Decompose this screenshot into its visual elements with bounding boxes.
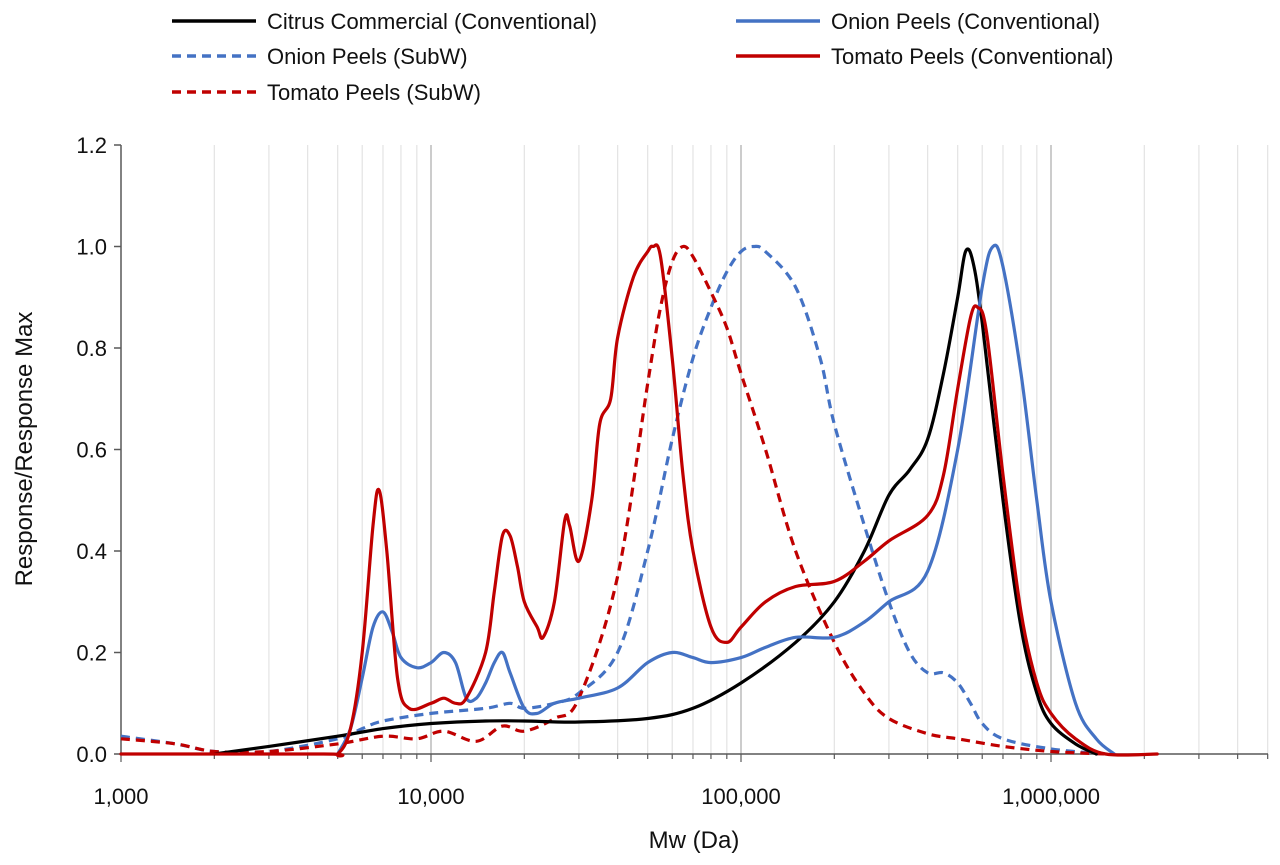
axes: [120, 145, 1268, 755]
y-tick-label: 1.2: [76, 133, 107, 158]
legend: Citrus Commercial (Conventional) Onion Pe…: [172, 9, 1113, 105]
x-axis-title: Mw (Da): [649, 827, 740, 854]
y-tick-label: 0.8: [76, 336, 107, 361]
legend-label-tomato-peels-conventional: Tomato Peels (Conventional): [831, 44, 1113, 69]
series-line-tomato-peels-conventional: [119, 243, 1159, 758]
y-axis-ticks: 0.0 0.2 0.4 0.6 0.8 1.0 1.2: [76, 133, 121, 767]
legend-label-tomato-peels-subw: Tomato Peels (SubW): [267, 80, 481, 105]
legend-label-citrus-commercial-conventional: Citrus Commercial (Conventional): [267, 9, 597, 34]
series-lines: [119, 243, 1159, 758]
x-tick-label: 1,000,000: [1002, 784, 1100, 809]
y-axis-title: Response/Response Max: [11, 312, 38, 587]
y-tick-label: 1.0: [76, 235, 107, 260]
series-line-tomato-peels-subw: [120, 244, 1106, 756]
x-tick-label: 100,000: [701, 784, 781, 809]
x-tick-label: 1,000: [93, 784, 148, 809]
legend-label-onion-peels-conventional: Onion Peels (Conventional): [831, 9, 1100, 34]
y-tick-label: 0.2: [76, 641, 107, 666]
grid-lines: [213, 145, 1269, 754]
legend-label-onion-peels-subw: Onion Peels (SubW): [267, 44, 468, 69]
x-tick-label: 10,000: [397, 784, 464, 809]
y-tick-label: 0.0: [76, 742, 107, 767]
series-line-citrus-commercial-conventional: [212, 247, 1098, 756]
x-axis-ticks: 1,000 10,000 100,000 1,000,000: [93, 754, 1269, 809]
series-line-onion-peels-conventional: [336, 243, 1116, 756]
y-tick-label: 0.6: [76, 438, 107, 463]
y-tick-label: 0.4: [76, 539, 107, 564]
